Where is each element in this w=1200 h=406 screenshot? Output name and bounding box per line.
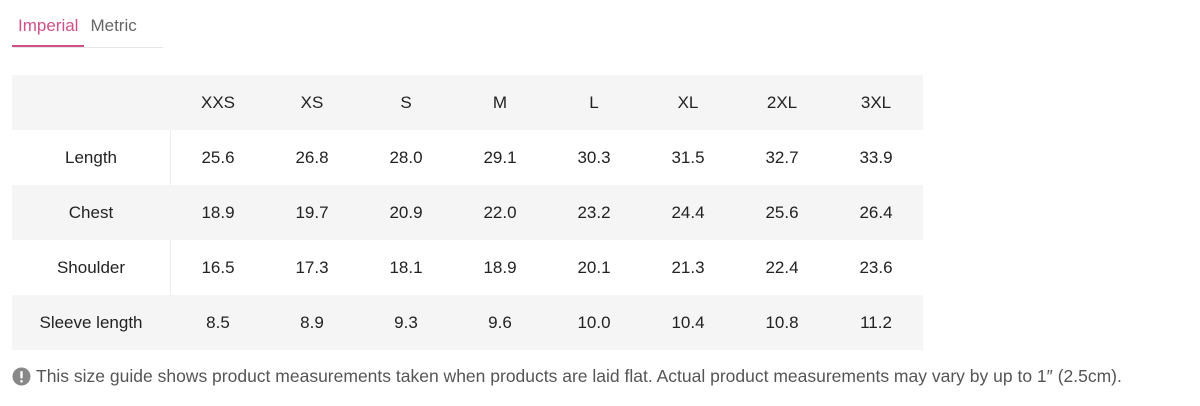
cell: 26.4 <box>829 185 923 240</box>
tab[interactable]: Imperial <box>12 12 85 47</box>
cell: 9.3 <box>359 295 453 350</box>
cell: 18.1 <box>389 257 423 277</box>
row-label: Chest <box>12 185 171 240</box>
cell: 23.2 <box>547 185 641 240</box>
size-table: XXS XS S M L XL 2XL 3XL Length 25.6 26.8 28.0 29.1 30… <box>12 75 924 350</box>
cell: 23.6 <box>859 257 893 277</box>
cell: 8.5 <box>170 295 265 350</box>
row-label: Sleeve length <box>12 295 171 350</box>
cell: 11.2 <box>829 295 923 350</box>
cell: 18.9 <box>483 257 517 277</box>
size-header: L <box>547 75 641 130</box>
cell: 24.4 <box>641 185 735 240</box>
note-text: This size guide shows product measuremen… <box>36 366 1122 386</box>
cell: 19.7 <box>265 185 359 240</box>
cell: 21.3 <box>671 257 705 277</box>
cell: 9.6 <box>453 295 547 350</box>
cell: 17.3 <box>295 257 329 277</box>
cell: 31.5 <box>671 147 705 167</box>
size-header: S <box>359 75 453 130</box>
tab[interactable]: Metric <box>90 16 137 35</box>
measure-row: Length 25.6 26.8 28.0 29.1 30.3 31.5 32.7 33.9 <box>12 130 923 185</box>
row-label: Length <box>12 130 171 185</box>
cell: 25.6 <box>735 185 829 240</box>
size-header: XL <box>641 75 735 130</box>
cell: 16.5 <box>201 257 235 277</box>
cell: 30.3 <box>577 147 611 167</box>
header-row: XXS XS S M L XL 2XL 3XL <box>12 75 923 130</box>
cell: 8.9 <box>265 295 359 350</box>
note: This size guide shows product measuremen… <box>12 366 1122 387</box>
cell: 22.4 <box>765 257 799 277</box>
cell: 18.9 <box>170 185 265 240</box>
measure-row: Chest 18.9 19.7 20.9 22.0 23.2 24.4 25.6 26.4 <box>12 185 923 240</box>
cell: 22.0 <box>453 185 547 240</box>
cell: 26.8 <box>295 147 329 167</box>
cell: 29.1 <box>483 147 517 167</box>
cell: 28.0 <box>389 147 423 167</box>
cell: 10.0 <box>547 295 641 350</box>
cell: 20.9 <box>359 185 453 240</box>
cell: 10.8 <box>735 295 829 350</box>
size-header: 3XL <box>829 75 923 130</box>
size-header: XXS <box>170 75 265 130</box>
cell: 10.4 <box>641 295 735 350</box>
measure-row: Sleeve length 8.5 8.9 9.3 9.6 10.0 10.4 10.8 11.… <box>12 295 923 350</box>
unit-tabs: Imperial Metric <box>12 12 163 48</box>
size-header: 2XL <box>735 75 829 130</box>
measure-row: Shoulder 16.5 17.3 18.1 18.9 20.1 21.3 22.4 23.6 <box>12 240 923 295</box>
corner-cell <box>12 75 171 130</box>
cell: 33.9 <box>859 147 893 167</box>
info-icon <box>12 367 31 386</box>
cell: 32.7 <box>765 147 799 167</box>
size-header: XS <box>265 75 359 130</box>
cell: 20.1 <box>577 257 611 277</box>
size-header: M <box>453 75 547 130</box>
row-label: Shoulder <box>12 240 171 295</box>
cell: 25.6 <box>201 147 235 167</box>
